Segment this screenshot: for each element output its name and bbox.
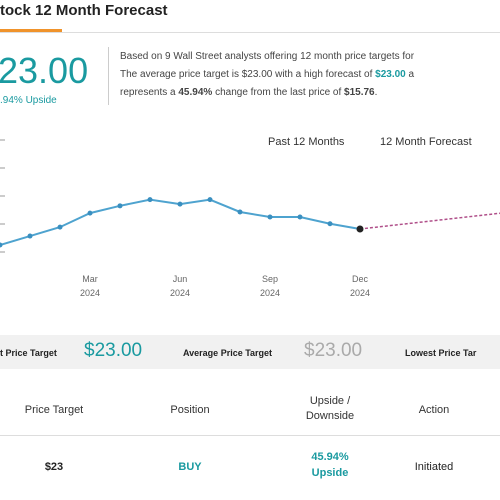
target-value: $23.00 (84, 340, 143, 361)
summary: Based on 9 Wall Street analysts offering… (120, 48, 414, 102)
x-label-year: 2024 (170, 288, 190, 298)
legend-label: Past 12 Months (268, 136, 345, 148)
table-cell: Initiated (414, 461, 454, 473)
chart: Past 12 Months 12 Month Forecast Mar 2024 Ju… (0, 136, 500, 298)
summary-text: change from the last price of (212, 87, 345, 98)
targets-bar (0, 335, 500, 369)
point (117, 203, 123, 209)
summary-text: represents a (120, 87, 179, 98)
table-cell: BUY (178, 461, 202, 473)
point (207, 197, 213, 203)
summary-text: 45.94% (178, 87, 213, 98)
table-header: Price Target (24, 404, 84, 416)
x-label: Jun (173, 274, 188, 284)
x-label-year: 2024 (80, 288, 100, 298)
point (327, 221, 333, 227)
point (267, 214, 273, 220)
row-divider (0, 435, 500, 436)
table-cell: $23 (44, 461, 64, 473)
summary-line: The average price target is $23.00 with … (120, 66, 414, 84)
price: 23.00 (0, 50, 89, 91)
point (177, 201, 183, 207)
table-header: Upside / Downside (305, 395, 355, 422)
summary-text: The average price target is $23.00 with … (120, 69, 376, 80)
x-label: Mar (82, 274, 98, 284)
separator (108, 47, 109, 105)
table-header: Position (170, 404, 210, 416)
point (87, 210, 93, 216)
tab-underline (0, 29, 62, 32)
legend-label: 12 Month Forecast (380, 136, 472, 148)
x-label-year: 2024 (260, 288, 280, 298)
table-header: Action (418, 404, 450, 416)
x-label: Sep (262, 274, 278, 284)
point (356, 225, 364, 233)
summary-text: Based on 9 Wall Street analysts offering… (120, 51, 415, 62)
title: tock 12 Month Forecast (0, 2, 168, 19)
target-value: $23.00 (304, 340, 363, 361)
point (297, 214, 303, 220)
point (147, 197, 153, 203)
target-label: Average Price Target (183, 348, 273, 358)
summary-line: represents a 45.94% change from the last… (120, 84, 414, 102)
point (27, 233, 33, 239)
forecast-line (359, 212, 500, 230)
table-cell: 45.94% Upside (311, 451, 349, 479)
x-label-year: 2024 (350, 288, 370, 298)
summary-text: . (374, 87, 378, 98)
summary-text: $23.00 (375, 69, 406, 80)
summary-text: a (405, 69, 415, 80)
point (57, 224, 63, 230)
summary-line: Based on 9 Wall Street analysts offering… (120, 48, 414, 66)
divider (0, 32, 500, 33)
point (237, 209, 243, 215)
price-change: .94% Upside (0, 95, 57, 106)
x-label: Dec (352, 274, 369, 284)
target-label: t Price Target (0, 348, 57, 358)
summary-text: $15.76 (344, 87, 375, 98)
target-label: Lowest Price Tar (405, 348, 477, 358)
point (0, 242, 3, 248)
